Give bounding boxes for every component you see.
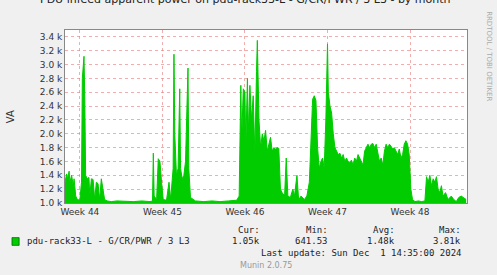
svg-text:2.6 k: 2.6 k: [40, 87, 63, 97]
svg-text:RRDTOOL / TOBI OETIKER: RRDTOOL / TOBI OETIKER: [485, 11, 493, 101]
svg-text:2.4 k: 2.4 k: [40, 101, 63, 111]
svg-text:1.4 k: 1.4 k: [40, 170, 63, 180]
svg-text:Cur:: Cur:: [238, 225, 260, 235]
svg-text:3.81k: 3.81k: [433, 236, 461, 246]
svg-text:VA: VA: [5, 110, 16, 123]
svg-text:Avg:: Avg:: [373, 225, 395, 235]
svg-text:Min:: Min:: [306, 225, 328, 235]
svg-text:Week 46: Week 46: [225, 207, 264, 217]
svg-text:Munin 2.0.75: Munin 2.0.75: [240, 261, 292, 270]
svg-text:PDU infeed apparent power on p: PDU infeed apparent power on pdu-rack33-…: [40, 0, 451, 6]
svg-text:1.6 k: 1.6 k: [40, 157, 63, 167]
svg-text:1.48k: 1.48k: [367, 236, 395, 246]
svg-text:2.0 k: 2.0 k: [40, 129, 63, 139]
svg-text:Week 45: Week 45: [143, 207, 182, 217]
svg-text:Week 48: Week 48: [391, 207, 430, 217]
svg-text:3.4 k: 3.4 k: [40, 32, 63, 42]
svg-text:2.8 k: 2.8 k: [40, 74, 63, 84]
svg-text:1.2 k: 1.2 k: [40, 184, 63, 194]
svg-text:Last update: Sun Dec 1 14:35:: Last update: Sun Dec 1 14:35:00 2024: [261, 248, 461, 258]
svg-text:1.8 k: 1.8 k: [40, 143, 63, 153]
svg-text:3.2 k: 3.2 k: [40, 46, 63, 56]
svg-text:Week 47: Week 47: [308, 207, 347, 217]
svg-text:1.05k: 1.05k: [232, 236, 260, 246]
svg-text:Max:: Max:: [439, 225, 461, 235]
svg-text:1.0 k: 1.0 k: [40, 198, 63, 208]
svg-text:3.0 k: 3.0 k: [40, 60, 63, 70]
svg-text:Week 44: Week 44: [60, 207, 99, 217]
svg-text:2.2 k: 2.2 k: [40, 115, 63, 125]
svg-text:641.53: 641.53: [295, 236, 328, 246]
svg-text:pdu-rack33-L - G/CR/PWR / 3 L3: pdu-rack33-L - G/CR/PWR / 3 L3: [27, 236, 190, 246]
